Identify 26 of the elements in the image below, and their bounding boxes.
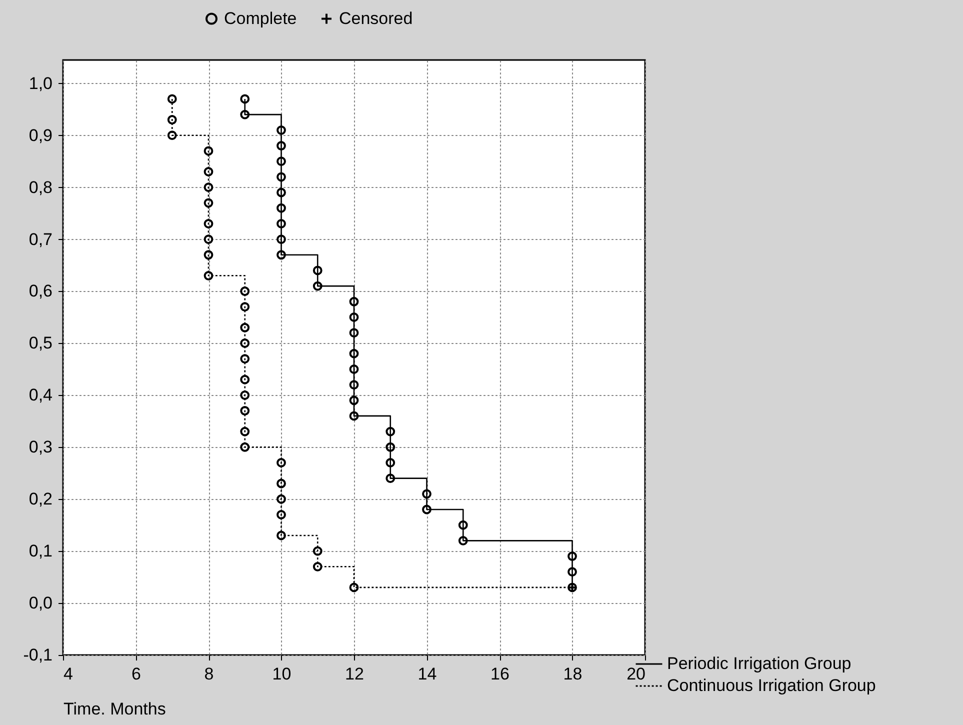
x-tick-label: 16 <box>490 664 510 684</box>
legend-label: Complete <box>224 8 297 28</box>
y-tick-label: 0,7 <box>28 230 52 249</box>
y-tick-label: 0,6 <box>28 282 52 301</box>
y-tick-label: 0,4 <box>28 386 52 405</box>
x-tick-label: 8 <box>204 664 214 684</box>
legend-label: Continuous Irrigation Group <box>667 676 876 695</box>
y-tick-label: 0,3 <box>28 438 52 457</box>
y-tick-label: 0,5 <box>28 334 52 353</box>
y-tick-label: 0,0 <box>28 594 52 613</box>
x-tick-label: 18 <box>563 664 582 684</box>
y-tick-label: 0,8 <box>28 178 52 197</box>
x-tick-label: 10 <box>272 664 292 684</box>
x-tick-label: 20 <box>626 664 646 684</box>
x-tick-label: 14 <box>418 664 437 684</box>
y-tick-label: -0,1 <box>23 646 52 664</box>
y-tick-label: 1,0 <box>28 74 52 93</box>
legend-label: Censored <box>339 8 413 28</box>
x-tick-label: 6 <box>132 664 141 684</box>
x-axis-title: Time. Months <box>64 700 166 718</box>
y-tick-label: 0,2 <box>28 490 52 509</box>
x-tick-label: 4 <box>64 664 73 684</box>
y-tick-label: 0,9 <box>28 126 52 145</box>
legend-label: Periodic Irrigation Group <box>667 654 852 673</box>
x-tick-label: 12 <box>345 664 364 684</box>
y-tick-label: 0,1 <box>28 542 52 561</box>
